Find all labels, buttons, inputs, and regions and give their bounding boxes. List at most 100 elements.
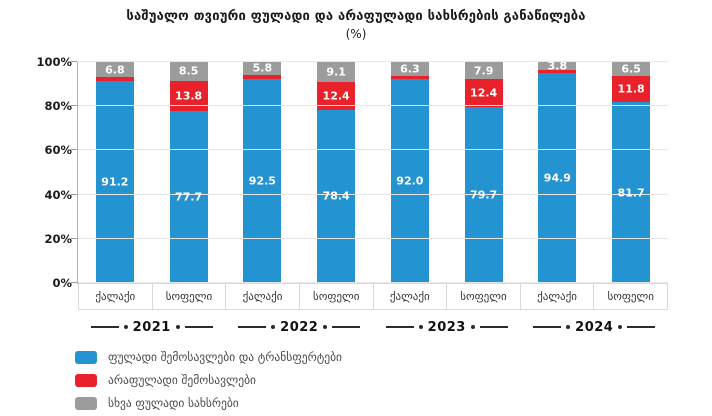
- y-tick-mark: [71, 105, 77, 107]
- plot-area: 6.82.091.2 8.5 13.8 77.7 5.81.792.5 9.1 12.4 78…: [71, 59, 668, 284]
- y-tick-mark: [71, 237, 77, 239]
- bar-value-label: 8.5: [178, 64, 199, 78]
- bar-stack: 6.31.692.0: [390, 62, 429, 283]
- bar-segment-other: 6.8: [95, 62, 134, 78]
- x-axis-labels: ქალაქი სოფელი ქალაქი სოფელი ქალაქი სოფელი ქალა…: [78, 283, 668, 310]
- year-label: 2023: [427, 319, 466, 335]
- bar-segment-cash: 81.7: [612, 102, 651, 283]
- year-decor-dot: [418, 325, 423, 329]
- y-tick-mark: [71, 193, 77, 195]
- bar-segment-cash: 91.2: [95, 81, 134, 283]
- year-decor-line: [627, 326, 656, 328]
- chart-subtitle: (%): [345, 27, 367, 41]
- legend: ფულადი შემოსავლები და ტრანსფერტები არაფულ…: [75, 350, 342, 416]
- gridline: [78, 149, 668, 151]
- legend-label: არაფულადი შემოსავლები: [108, 373, 256, 387]
- x-axis-category-label: ქალაქი: [374, 284, 448, 309]
- bar-value-label: 79.7: [470, 188, 498, 202]
- x-axis-category-label: სოფელი: [447, 284, 521, 309]
- gridline: [78, 105, 668, 107]
- year-decor-line: [533, 326, 562, 328]
- year-decor-line: [184, 326, 213, 328]
- x-axis-category-label: სოფელი: [300, 284, 374, 309]
- bar-column: 3.81.394.9: [521, 59, 595, 283]
- year-decor-dot: [618, 325, 623, 329]
- year-decor-line: [479, 326, 508, 328]
- bar-stack: 8.5 13.8 77.7: [169, 62, 208, 283]
- bar-column: 8.5 13.8 77.7: [152, 62, 226, 283]
- bar-value-label: 94.9: [543, 171, 571, 185]
- bar-segment-noncash: 11.8: [612, 76, 651, 103]
- year-label: 2022: [280, 319, 319, 335]
- bar-segment-other: 8.5: [169, 62, 208, 81]
- y-tick-label: 20%: [44, 231, 72, 246]
- legend-label: ფულადი შემოსავლები და ტრანსფერტები: [108, 350, 343, 364]
- bar-value-label: 12.4: [470, 86, 498, 100]
- bar-stack: 5.81.792.5: [243, 61, 282, 283]
- year-decor-dot: [566, 325, 571, 329]
- bar-value-label: 6.5: [621, 62, 641, 76]
- bar-segment-cash: 92.0: [390, 79, 429, 283]
- bar-segment-other: 3.8: [538, 59, 577, 73]
- bar-segment-noncash: 13.8: [169, 80, 208, 112]
- bar-segment-other: 6.5: [612, 62, 651, 77]
- year-decor-line: [90, 326, 119, 328]
- y-tick-mark: [71, 61, 77, 62]
- bar-value-label: 3.8: [547, 59, 568, 73]
- year-group: 2022: [226, 317, 374, 337]
- bar-stack: 6.82.091.2: [95, 62, 134, 283]
- y-tick-mark: [71, 282, 77, 283]
- bar-segment-cash: 92.5: [243, 78, 282, 283]
- x-axis-category-label: ქალაქი: [79, 284, 153, 309]
- gridline: [78, 61, 668, 62]
- legend-swatch-cash: [75, 350, 97, 364]
- y-tick-label: 60%: [44, 143, 72, 158]
- x-axis-category-label: სოფელი: [607, 290, 654, 303]
- gridline: [78, 237, 668, 239]
- bar-value-label: 91.2: [101, 175, 129, 189]
- bar-value-label: 9.1: [326, 65, 346, 79]
- bar-value-label: 12.4: [322, 89, 350, 103]
- bar-segment-other: 6.3: [390, 62, 429, 76]
- bar-segment-noncash: 12.4: [317, 82, 356, 110]
- bar-stack: 6.5 11.8 81.7: [612, 62, 651, 283]
- bar-stack: 3.81.394.9: [538, 59, 577, 283]
- year-label: 2021: [132, 319, 171, 335]
- year-decor-dot: [271, 325, 276, 329]
- legend-item: ფულადი შემოსავლები და ტრანსფერტები: [75, 350, 342, 364]
- bars-row: 6.82.091.2 8.5 13.8 77.7 5.81.792.5 9.1 12.4 78…: [78, 59, 668, 283]
- bar-column: 6.31.692.0: [373, 62, 447, 283]
- y-tick-label: 100%: [36, 55, 72, 69]
- bar-column: 7.9 12.4 79.7: [447, 62, 521, 283]
- bar-segment-other: 9.1: [317, 62, 356, 83]
- year-group: 2023: [373, 317, 521, 337]
- bar-value-label: 13.8: [175, 89, 203, 103]
- year-decor-line: [385, 326, 414, 328]
- y-tick-label: 0%: [52, 276, 72, 290]
- bar-value-label: 92.0: [396, 174, 424, 188]
- gridline: [78, 282, 668, 283]
- bar-segment-other: 5.8: [243, 61, 282, 75]
- year-group: 2024: [521, 317, 669, 337]
- bar-value-label: 5.8: [252, 61, 273, 75]
- bar-value-label: 7.9: [473, 64, 494, 78]
- legend-item: სხვა ფულადი სახსრები: [75, 396, 342, 410]
- year-decor-dot: [470, 325, 475, 329]
- legend-swatch-other: [75, 396, 97, 410]
- y-tick-label: 80%: [44, 99, 72, 114]
- chart-title: საშუალო თვიური ფულადი და არაფულადი სახსრ…: [126, 9, 586, 24]
- x-axis-category-label: სოფელი: [153, 284, 227, 309]
- year-decor-line: [332, 326, 361, 328]
- bar-segment-cash: 94.9: [538, 73, 577, 283]
- y-axis-labels: 0% 20% 40% 60% 80% 100%: [26, 55, 72, 290]
- bar-stack: 9.1 12.4 78.4: [317, 62, 356, 283]
- bar-column: 6.82.091.2: [78, 62, 152, 283]
- bar-segment-other: 7.9: [464, 62, 503, 80]
- bar-value-label: 78.4: [322, 189, 350, 203]
- bar-segment-noncash: 12.4: [464, 79, 503, 107]
- y-tick-label: 40%: [44, 187, 72, 202]
- x-axis-category-label: ქალაქი: [226, 284, 300, 309]
- bar-value-label: 11.8: [617, 82, 645, 96]
- bar-value-label: 77.7: [175, 190, 203, 204]
